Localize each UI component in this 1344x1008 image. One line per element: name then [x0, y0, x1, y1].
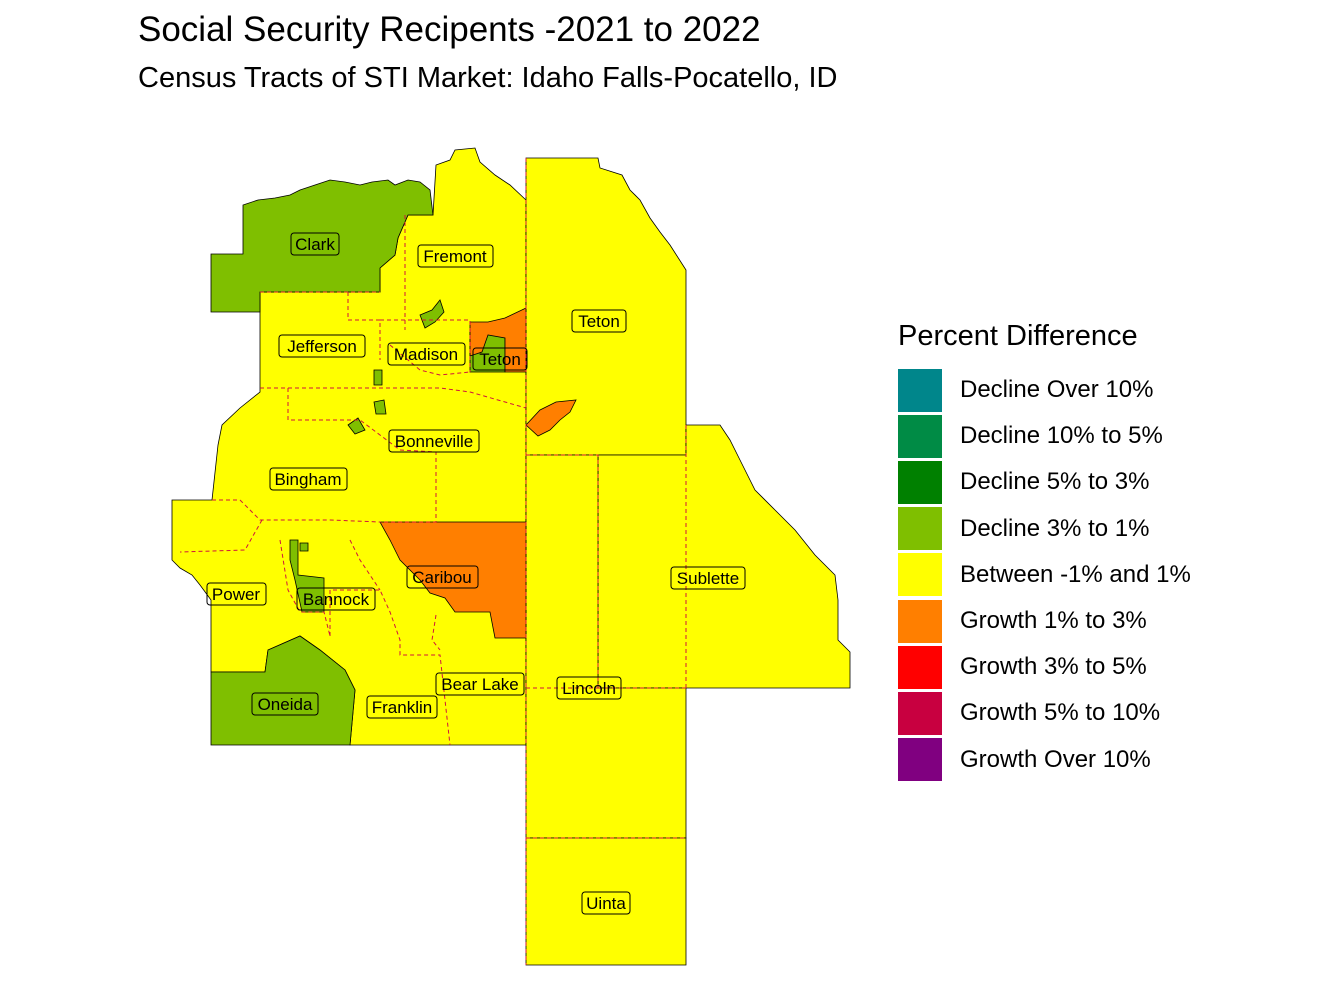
map-subtitle: Census Tracts of STI Market: Idaho Falls… [138, 62, 838, 94]
legend-item: Decline Over 10% [898, 367, 1191, 413]
clark-region [210, 179, 434, 313]
legend-swatch [898, 691, 942, 735]
county-label-bingham: Bingham [269, 467, 348, 491]
legend-label: Growth 1% to 3% [960, 607, 1147, 635]
county-label-bear-lake: Bear Lake [435, 672, 525, 696]
svg-text:Clark: Clark [295, 235, 335, 254]
legend-item: Growth Over 10% [898, 737, 1191, 783]
madison-green-1 [419, 299, 445, 329]
svg-text:Teton: Teton [479, 350, 521, 369]
county-label-madison: Madison [387, 342, 466, 366]
svg-text:Madison: Madison [394, 345, 458, 364]
legend-label: Growth 5% to 10% [960, 699, 1161, 727]
legend-items: Decline Over 10% Decline 10% to 5% Decline… [898, 367, 1191, 783]
map-title: Social Security Recipents -2021 to 2022 [138, 10, 761, 49]
yellow-tracts [171, 147, 851, 966]
sublette-region [597, 424, 851, 689]
svg-text:Sublette: Sublette [677, 569, 739, 588]
svg-text:Bannock: Bannock [303, 590, 370, 609]
county-label-bonneville: Bonneville [388, 429, 480, 453]
legend-label: Growth 3% to 5% [960, 653, 1147, 681]
county-map: Clark Fremont Teton Jefferson Madison Te… [171, 147, 851, 966]
county-label-fremont: Fremont [417, 244, 494, 268]
legend-swatch [898, 460, 942, 504]
green-tracts [210, 179, 506, 746]
legend-item: Between -1% and 1% [898, 552, 1191, 598]
county-label-oneida: Oneida [251, 692, 319, 716]
svg-text:Power: Power [212, 585, 261, 604]
county-label-power: Power [206, 582, 267, 606]
county-label-jefferson: Jefferson [278, 334, 366, 358]
county-label-teton-wy: Teton [571, 309, 627, 333]
svg-text:Bingham: Bingham [274, 470, 341, 489]
legend: Percent Difference Decline Over 10% Decli… [898, 320, 1191, 783]
legend-item: Decline 10% to 5% [898, 413, 1191, 459]
legend-swatch [898, 553, 942, 597]
legend-label: Decline Over 10% [960, 376, 1154, 404]
svg-text:Uinta: Uinta [586, 894, 626, 913]
svg-text:Caribou: Caribou [412, 568, 472, 587]
county-label-bannock: Bannock [296, 587, 376, 611]
legend-label: Growth Over 10% [960, 745, 1151, 773]
legend-title: Percent Difference [898, 320, 1138, 352]
bonneville-green-1 [373, 399, 387, 415]
legend-swatch [898, 738, 942, 782]
county-label-clark: Clark [290, 232, 340, 256]
legend-label: Between -1% and 1% [960, 560, 1191, 588]
svg-text:Lincoln: Lincoln [562, 679, 616, 698]
legend-label: Decline 10% to 5% [960, 422, 1163, 450]
svg-text:Franklin: Franklin [372, 698, 432, 717]
teton-wy-orange [525, 399, 577, 437]
legend-label: Decline 5% to 3% [960, 468, 1150, 496]
legend-item: Decline 5% to 3% [898, 459, 1191, 505]
county-label-sublette: Sublette [670, 566, 746, 590]
svg-text:Teton: Teton [578, 312, 620, 331]
county-boundaries [179, 158, 687, 965]
county-label-lincoln: Lincoln [556, 676, 622, 700]
svg-text:Fremont: Fremont [423, 247, 487, 266]
svg-text:Oneida: Oneida [258, 695, 313, 714]
svg-text:Bonneville: Bonneville [395, 432, 473, 451]
orange-tracts [379, 307, 577, 639]
county-labels: Clark Fremont Teton Jefferson Madison Te… [206, 232, 746, 915]
county-label-teton-id: Teton [472, 347, 528, 371]
svg-text:Jefferson: Jefferson [287, 337, 357, 356]
county-label-franklin: Franklin [366, 695, 438, 719]
bannock-green-2 [299, 542, 309, 552]
oneida-region [210, 635, 356, 746]
caribou-region [379, 521, 527, 639]
county-label-uinta: Uinta [581, 891, 631, 915]
legend-swatch [898, 507, 942, 551]
teton-id-orange [469, 307, 527, 373]
legend-swatch [898, 599, 942, 643]
legend-swatch [898, 368, 942, 412]
legend-item: Growth 3% to 5% [898, 644, 1191, 690]
legend-swatch [898, 645, 942, 689]
legend-item: Growth 1% to 3% [898, 598, 1191, 644]
legend-item: Growth 5% to 10% [898, 690, 1191, 736]
county-label-caribou: Caribou [406, 565, 479, 589]
legend-label: Decline 3% to 1% [960, 514, 1150, 542]
jefferson-green-1 [373, 369, 383, 386]
svg-text:Bear Lake: Bear Lake [441, 675, 519, 694]
legend-swatch [898, 414, 942, 458]
legend-item: Decline 3% to 1% [898, 506, 1191, 552]
